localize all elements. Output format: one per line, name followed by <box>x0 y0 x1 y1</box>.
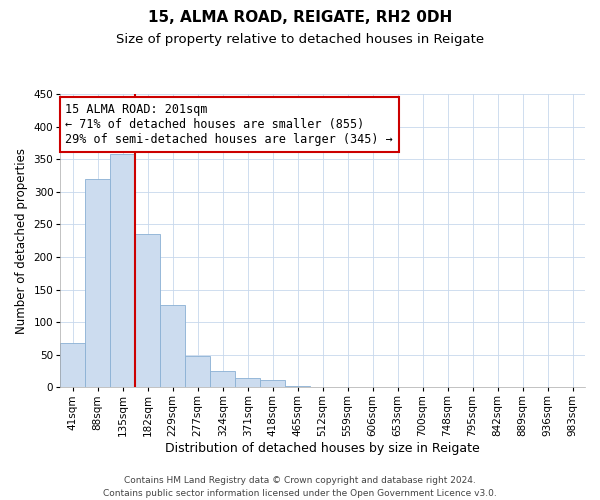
Text: 15 ALMA ROAD: 201sqm
← 71% of detached houses are smaller (855)
29% of semi-deta: 15 ALMA ROAD: 201sqm ← 71% of detached h… <box>65 103 393 146</box>
Bar <box>135 234 160 388</box>
Bar <box>260 380 285 388</box>
Text: Contains HM Land Registry data © Crown copyright and database right 2024.
Contai: Contains HM Land Registry data © Crown c… <box>103 476 497 498</box>
Bar <box>210 371 235 388</box>
Bar <box>410 386 435 388</box>
Bar <box>235 378 260 388</box>
Text: Size of property relative to detached houses in Reigate: Size of property relative to detached ho… <box>116 32 484 46</box>
Bar <box>285 386 310 388</box>
Bar <box>110 154 135 388</box>
Bar <box>60 343 85 388</box>
Bar <box>335 386 360 388</box>
Text: 15, ALMA ROAD, REIGATE, RH2 0DH: 15, ALMA ROAD, REIGATE, RH2 0DH <box>148 10 452 25</box>
Bar <box>160 304 185 388</box>
Bar <box>185 356 210 388</box>
Bar <box>85 179 110 388</box>
Y-axis label: Number of detached properties: Number of detached properties <box>15 148 28 334</box>
X-axis label: Distribution of detached houses by size in Reigate: Distribution of detached houses by size … <box>165 442 480 455</box>
